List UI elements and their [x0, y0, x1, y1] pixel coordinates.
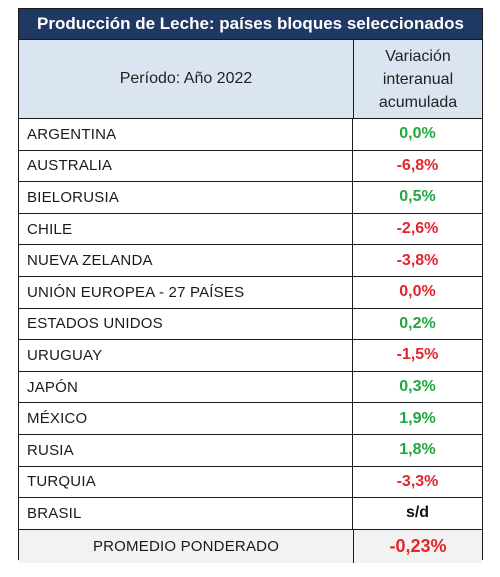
country-cell: BRASIL: [19, 498, 353, 529]
variation-header-line1: Variación: [385, 47, 451, 65]
variation-cell: 0,2%: [399, 314, 436, 332]
variation-cell: 0,0%: [399, 283, 436, 301]
weighted-average-label: PROMEDIO PONDERADO: [19, 529, 354, 563]
country-cell: NUEVA ZELANDA: [19, 245, 353, 276]
country-cell: TURQUIA: [19, 466, 353, 498]
variation-header: Variación interanual acumulada: [354, 40, 482, 118]
country-cell: BIELORUSIA: [19, 182, 353, 213]
variation-cell: -2,6%: [396, 220, 439, 238]
table-row: UNIÓN EUROPEA - 27 PAÍSES 0,0%: [19, 276, 482, 309]
variation-cell: 1,9%: [399, 409, 436, 427]
variation-header-line3: acumulada: [378, 93, 458, 111]
table-row: NUEVA ZELANDA -3,8%: [19, 245, 482, 277]
table-row: BIELORUSIA 0,5%: [19, 182, 482, 214]
table-row: MÉXICO 1,9%: [19, 403, 482, 435]
table-row: ESTADOS UNIDOS 0,2%: [19, 308, 482, 341]
country-cell: CHILE: [19, 213, 353, 245]
variation-cell: 0,5%: [399, 188, 436, 206]
variation-cell: 1,8%: [399, 441, 436, 459]
country-cell: ESTADOS UNIDOS: [19, 308, 353, 340]
variation-cell: 0,0%: [399, 125, 436, 143]
table-body: ARGENTINA 0,0% AUSTRALIA -6,8% BIELORUSIA 0,5…: [19, 119, 482, 530]
variation-cell: -6,8%: [396, 156, 439, 174]
country-cell: AUSTRALIA: [19, 150, 353, 182]
table-title: Producción de Leche: países bloques sele…: [19, 9, 482, 40]
milk-production-table: Producción de Leche: países bloques sele…: [18, 8, 483, 563]
weighted-average-value: -0,23%: [389, 535, 447, 556]
table-row: AUSTRALIA -6,8%: [19, 150, 482, 183]
country-cell: MÉXICO: [19, 403, 353, 434]
table-header-row: Período: Año 2022 Variación interanual a…: [19, 40, 482, 119]
table-row: BRASIL s/d: [19, 498, 482, 530]
country-cell: JAPÓN: [19, 371, 353, 403]
weighted-average-row: PROMEDIO PONDERADO -0,23%: [19, 529, 482, 563]
variation-cell: -1,5%: [396, 346, 439, 364]
variation-cell: -3,3%: [396, 472, 439, 490]
table-row: JAPÓN 0,3%: [19, 371, 482, 404]
country-cell: UNIÓN EUROPEA - 27 PAÍSES: [19, 276, 353, 308]
variation-cell: 0,3%: [399, 378, 436, 396]
period-header: Período: Año 2022: [19, 40, 354, 118]
country-cell: RUSIA: [19, 434, 353, 466]
country-cell: ARGENTINA: [19, 119, 353, 150]
variation-cell: -3,8%: [396, 251, 439, 269]
table-row: CHILE -2,6%: [19, 213, 482, 246]
table-row: URUGUAY -1,5%: [19, 340, 482, 372]
variation-cell: s/d: [405, 504, 430, 522]
table-row: RUSIA 1,8%: [19, 434, 482, 467]
table-row: ARGENTINA 0,0%: [19, 119, 482, 151]
country-cell: URUGUAY: [19, 340, 353, 371]
variation-header-line2: interanual: [382, 70, 454, 88]
table-row: TURQUIA -3,3%: [19, 466, 482, 499]
